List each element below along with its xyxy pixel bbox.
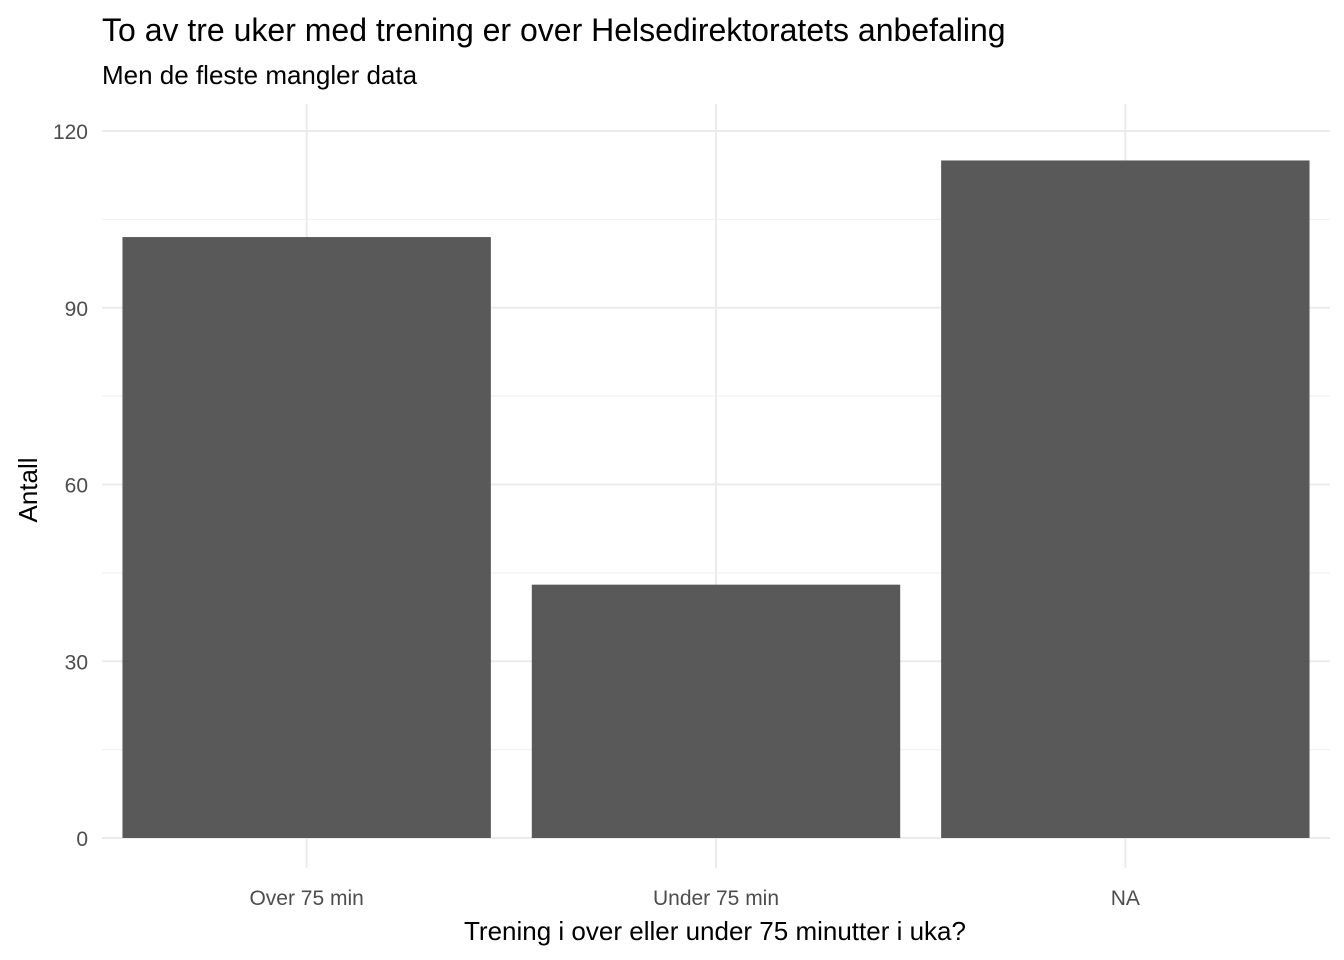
bar <box>531 584 901 838</box>
x-axis-tick-labels: Over 75 min Under 75 min NA <box>249 887 1139 910</box>
x-tick-label: Under 75 min <box>653 887 779 910</box>
x-tick-label: Over 75 min <box>249 887 363 910</box>
chart-title: To av tre uker med trening er over Helse… <box>102 12 1006 48</box>
bars <box>122 160 1310 839</box>
bar <box>941 160 1310 839</box>
y-tick-label: 30 <box>65 651 88 674</box>
y-tick-label: 0 <box>76 828 88 851</box>
chart-subtitle: Men de fleste mangler data <box>102 60 418 90</box>
y-tick-label: 60 <box>65 475 88 498</box>
y-axis-tick-labels: 0 30 60 90 120 <box>53 121 88 851</box>
bar <box>122 237 491 839</box>
y-axis-title: Antall <box>13 457 43 522</box>
y-tick-label: 90 <box>65 298 88 321</box>
x-tick-label: NA <box>1111 887 1140 910</box>
x-axis-title: Trening i over eller under 75 minutter i… <box>464 916 966 946</box>
y-tick-label: 120 <box>53 121 88 144</box>
